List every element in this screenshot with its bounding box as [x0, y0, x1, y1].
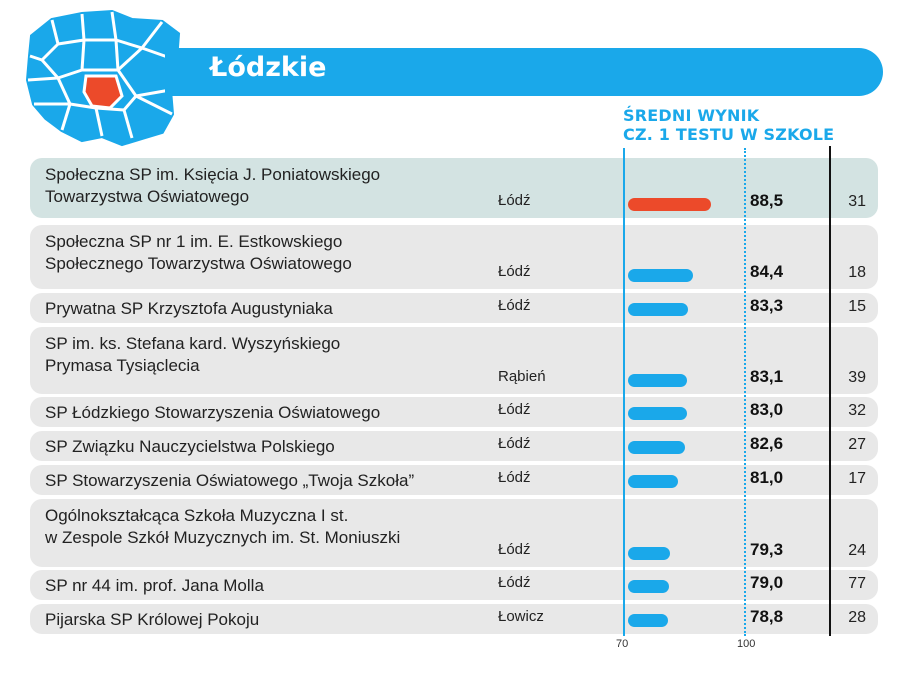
score-bar	[628, 407, 687, 420]
school-city: Rąbień	[498, 368, 546, 385]
school-name: Ogólnokształcąca Szkoła Muzyczna I st. w …	[45, 505, 400, 549]
school-name-line: w Zespole Szkół Muzycznych im. St. Moniu…	[45, 528, 401, 547]
school-city: Łódź	[498, 469, 531, 486]
table-row: SP Związku Nauczycielstwa Polskiego Łódź 8…	[30, 431, 878, 461]
school-name: SP nr 44 im. prof. Jana Molla	[45, 575, 264, 597]
student-count: 32	[848, 402, 866, 419]
school-name-line: SP nr 44 im. prof. Jana Molla	[45, 576, 264, 595]
student-count: 28	[848, 609, 866, 626]
school-name-line: Pijarska SP Królowej Pokoju	[45, 610, 260, 629]
region-title: Łódzkie	[210, 52, 327, 83]
poland-map-icon	[25, 9, 181, 147]
school-name-line: Prymasa Tysiąclecia	[45, 356, 200, 375]
student-count: 17	[848, 470, 866, 487]
student-count: 31	[848, 193, 866, 210]
region-banner	[165, 48, 883, 96]
table-row: Prywatna SP Krzysztofa Augustyniaka Łódź 8…	[30, 293, 878, 323]
lodzkie-region-highlight	[82, 74, 124, 110]
score-value: 79,3	[750, 540, 784, 559]
table-row: Pijarska SP Królowej Pokoju Łowicz 78,8 28	[30, 604, 878, 634]
school-city: Łowicz	[498, 608, 544, 625]
score-value: 83,3	[750, 296, 784, 315]
school-name: SP Związku Nauczycielstwa Polskiego	[45, 436, 335, 458]
school-name-line: SP Związku Nauczycielstwa Polskiego	[45, 437, 335, 456]
score-value: 84,4	[750, 262, 784, 281]
school-city: Łódź	[498, 574, 531, 591]
score-value: 88,5	[750, 191, 784, 210]
table-row: SP Stowarzyszenia Oświatowego „Twoja Szk…	[30, 465, 878, 495]
score-value: 82,6	[750, 434, 784, 453]
student-count: 24	[848, 542, 866, 559]
column-separator	[829, 146, 831, 636]
tick-label-70: 70	[616, 638, 629, 650]
school-city: Łódź	[498, 541, 531, 558]
school-name-line: Prywatna SP Krzysztofa Augustyniaka	[45, 299, 333, 318]
school-name-line: Społecznego Towarzystwa Oświatowego	[45, 254, 352, 273]
score-value: 79,0	[750, 573, 784, 592]
school-name-line: SP Łódzkiego Stowarzyszenia Oświatowego	[45, 403, 381, 422]
student-count: 77	[848, 575, 866, 592]
school-name-line: Społeczna SP nr 1 im. E. Estkowskiego	[45, 232, 343, 251]
student-count: 39	[848, 369, 866, 386]
school-city: Łódź	[498, 263, 531, 280]
school-name: SP Łódzkiego Stowarzyszenia Oświatowego	[45, 402, 380, 424]
school-city: Łódź	[498, 435, 531, 452]
school-name-line: Towarzystwa Oświatowego	[45, 187, 250, 206]
column-header-line2: CZ. 1 TESTU W SZKOLE	[623, 125, 835, 144]
table-row: SP nr 44 im. prof. Jana Molla Łódź 79,0 77	[30, 570, 878, 600]
score-bar	[628, 547, 670, 560]
school-name-line: Ogólnokształcąca Szkoła Muzyczna I st.	[45, 506, 349, 525]
school-city: Łódź	[498, 401, 531, 418]
student-count: 18	[848, 264, 866, 281]
score-bar	[628, 614, 668, 627]
score-bar	[628, 198, 712, 211]
score-value: 81,0	[750, 468, 784, 487]
score-bar	[628, 269, 693, 282]
table-row: Społeczna SP nr 1 im. E. Estkowskiego Spo…	[30, 225, 878, 289]
column-header-line1: ŚREDNI WYNIK	[623, 106, 760, 125]
axis-100-line	[744, 148, 746, 636]
school-name: SP im. ks. Stefana kard. Wyszyńskiego Pry…	[45, 333, 340, 377]
school-name-line: SP im. ks. Stefana kard. Wyszyńskiego	[45, 334, 341, 353]
column-header: ŚREDNI WYNIK CZ. 1 TESTU W SZKOLE	[623, 106, 834, 144]
school-name: Społeczna SP im. Księcia J. Poniatowskie…	[45, 164, 380, 208]
school-name: SP Stowarzyszenia Oświatowego „Twoja Szk…	[45, 470, 414, 492]
score-bar	[628, 303, 688, 316]
school-name-line: Społeczna SP im. Księcia J. Poniatowskie…	[45, 165, 381, 184]
table-row: Ogólnokształcąca Szkoła Muzyczna I st. w …	[30, 499, 878, 567]
score-bar	[628, 374, 687, 387]
score-value: 78,8	[750, 607, 784, 626]
score-bar	[628, 441, 685, 454]
score-value: 83,1	[750, 367, 784, 386]
school-city: Łódź	[498, 192, 531, 209]
score-bar	[628, 475, 678, 488]
score-bar	[628, 580, 669, 593]
score-value: 83,0	[750, 400, 784, 419]
axis-70-line	[623, 148, 625, 636]
table-row: SP Łódzkiego Stowarzyszenia Oświatowego Ł…	[30, 397, 878, 427]
table-row: SP im. ks. Stefana kard. Wyszyńskiego Pry…	[30, 327, 878, 394]
school-name: Prywatna SP Krzysztofa Augustyniaka	[45, 298, 333, 320]
tick-label-100: 100	[737, 638, 756, 650]
table-row: Społeczna SP im. Księcia J. Poniatowskie…	[30, 158, 878, 218]
student-count: 27	[848, 436, 866, 453]
school-name-line: SP Stowarzyszenia Oświatowego „Twoja Szk…	[45, 471, 415, 490]
school-city: Łódź	[498, 297, 531, 314]
school-name: Pijarska SP Królowej Pokoju	[45, 609, 259, 631]
school-name: Społeczna SP nr 1 im. E. Estkowskiego Spo…	[45, 231, 352, 275]
student-count: 15	[848, 298, 866, 315]
